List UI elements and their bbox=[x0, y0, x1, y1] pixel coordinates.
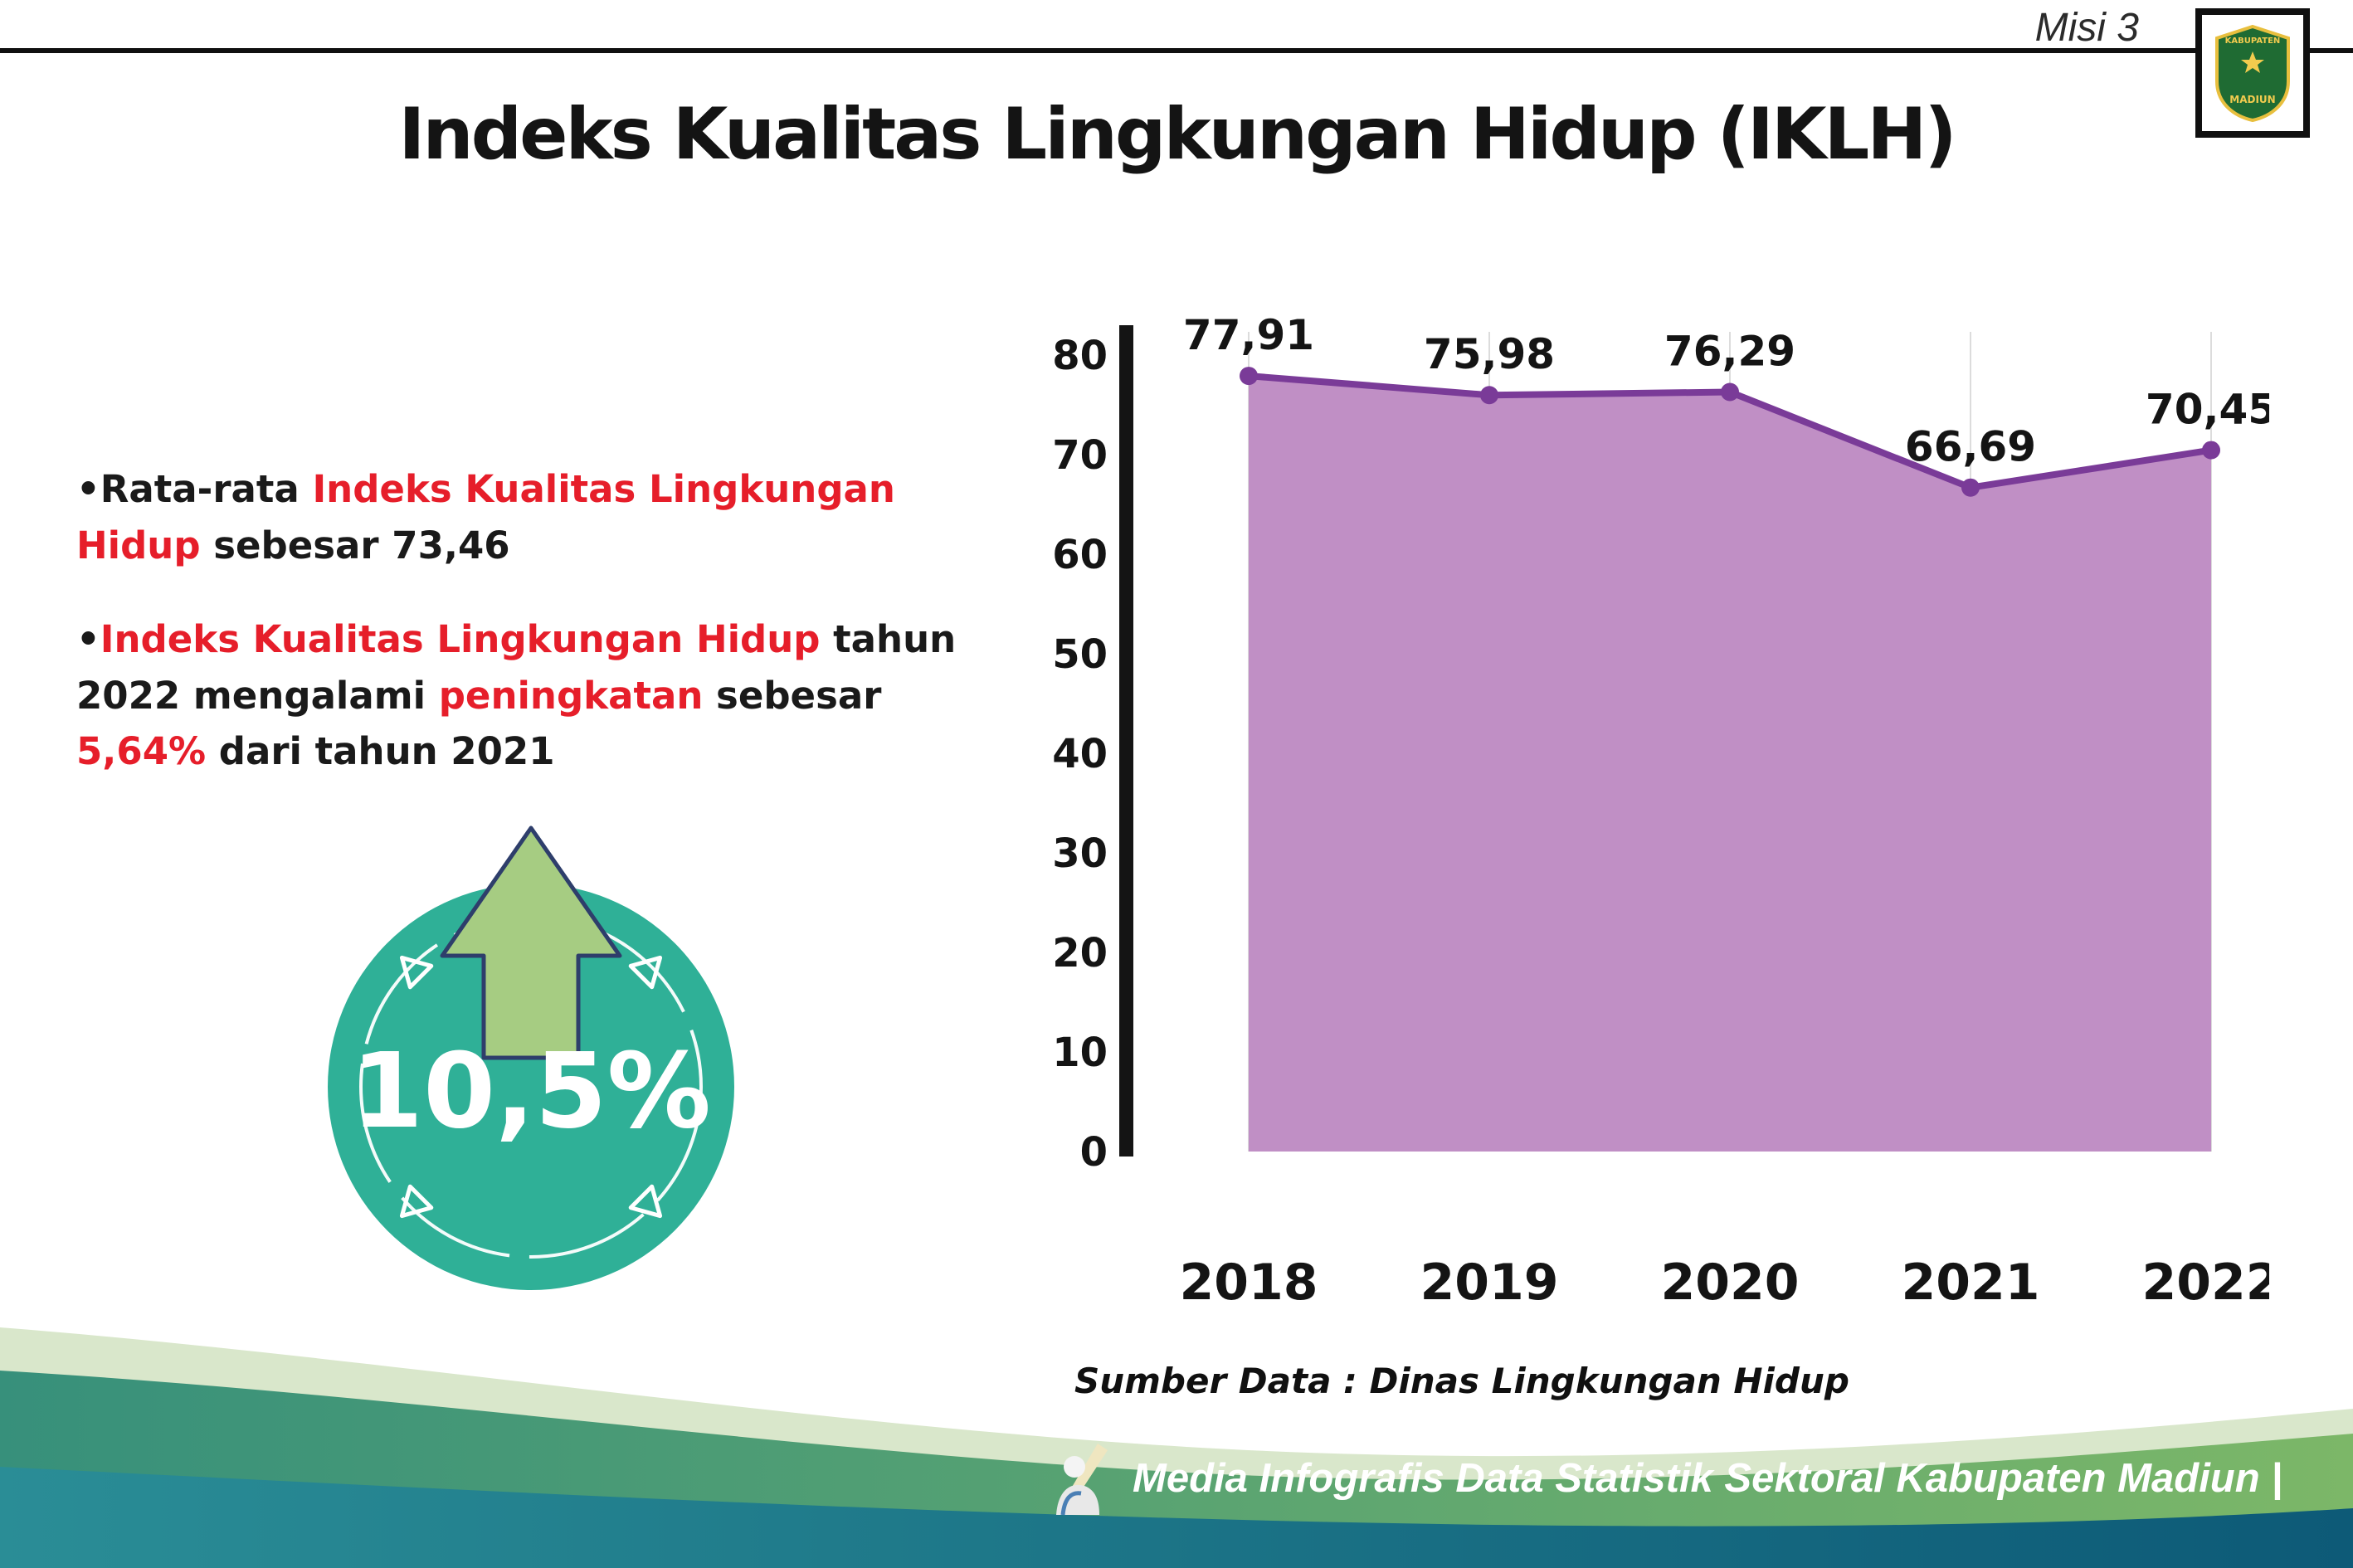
top-divider bbox=[0, 48, 2353, 53]
logo-crest-icon: KABUPATEN MADIUN bbox=[2215, 24, 2290, 123]
svg-text:20: 20 bbox=[1052, 930, 1108, 976]
svg-text:50: 50 bbox=[1052, 631, 1108, 678]
growth-badge: 10,5% bbox=[328, 825, 734, 1290]
bullet-text: sebesar bbox=[703, 673, 882, 718]
badge-ring-arrow-icons bbox=[399, 955, 663, 1219]
svg-text:2019: 2019 bbox=[1420, 1254, 1559, 1312]
bullet-text-highlight: Indeks Kualitas Lingkungan Hidup bbox=[76, 467, 895, 567]
page-title: Indeks Kualitas Lingkungan Hidup (IKLH) bbox=[398, 93, 1956, 176]
data-source: Sumber Data : Dinas Lingkungan Hidup bbox=[1074, 1361, 1849, 1401]
svg-text:70,45: 70,45 bbox=[2146, 386, 2269, 434]
footer-wave bbox=[0, 1327, 2353, 1568]
area-chart-svg: 0 10 20 30 40 50 60 70 80 77,91 75,98 76,29 66,69 70,… bbox=[1052, 311, 2280, 1312]
svg-text:2020: 2020 bbox=[1661, 1254, 1800, 1312]
svg-text:0: 0 bbox=[1080, 1129, 1108, 1176]
svg-text:10: 10 bbox=[1052, 1030, 1108, 1076]
footer-credit: Media Infografis Data Statistik Sektoral… bbox=[1046, 1440, 2282, 1517]
up-arrow-icon bbox=[440, 825, 622, 1060]
svg-text:2021: 2021 bbox=[1902, 1254, 2040, 1312]
svg-text:76,29: 76,29 bbox=[1664, 328, 1795, 376]
svg-text:40: 40 bbox=[1052, 731, 1108, 777]
bullet-text: dari tahun 2021 bbox=[206, 729, 555, 773]
bullet-text-highlight: Indeks Kualitas Lingkungan Hidup bbox=[100, 617, 821, 661]
iklh-chart: 0 10 20 30 40 50 60 70 80 77,91 75,98 76,29 66,69 70,… bbox=[1041, 289, 2280, 1346]
svg-text:75,98: 75,98 bbox=[1424, 330, 1555, 378]
kabupaten-madiun-logo: KABUPATEN MADIUN bbox=[2195, 8, 2310, 138]
logo-text-top: KABUPATEN bbox=[2225, 37, 2281, 46]
wave-teal-band bbox=[0, 1467, 2353, 1568]
footer-credit-text: Media Infografis Data Statistik Sektoral… bbox=[1133, 1456, 2282, 1501]
logo-text-bottom: MADIUN bbox=[2229, 94, 2275, 105]
bullet-dot: • bbox=[76, 617, 100, 661]
bullet-text: •Rata-rata bbox=[76, 467, 313, 511]
svg-text:80: 80 bbox=[1052, 333, 1108, 379]
badge-circle bbox=[328, 884, 734, 1290]
bullet-item-average: •Rata-rata Indeks Kualitas Lingkungan Hi… bbox=[76, 461, 1014, 573]
bullet-text-highlight: 5,64% bbox=[76, 729, 207, 773]
svg-text:2018: 2018 bbox=[1180, 1254, 1318, 1312]
svg-text:60: 60 bbox=[1052, 532, 1108, 578]
bullet-text-highlight: peningkatan bbox=[438, 673, 704, 718]
svg-text:70: 70 bbox=[1052, 432, 1108, 479]
writer-mascot-icon bbox=[1056, 1444, 1108, 1516]
bullet-text: tahun 2022 mengalami bbox=[76, 617, 957, 718]
bullet-text: sebesar 73,46 bbox=[200, 523, 510, 567]
badge-percentage: 10,5% bbox=[351, 1031, 711, 1152]
bullet-item-increase: •Indeks Kualitas Lingkungan Hidup tahun … bbox=[76, 611, 1014, 780]
svg-text:66,69: 66,69 bbox=[1905, 423, 2036, 471]
svg-text:2022: 2022 bbox=[2142, 1254, 2270, 1312]
summary-bullets: •Rata-rata Indeks Kualitas Lingkungan Hi… bbox=[76, 461, 1014, 818]
mission-label: Misi 3 bbox=[2034, 6, 2139, 50]
svg-text:77,91: 77,91 bbox=[1183, 311, 1314, 359]
svg-text:30: 30 bbox=[1052, 830, 1108, 877]
